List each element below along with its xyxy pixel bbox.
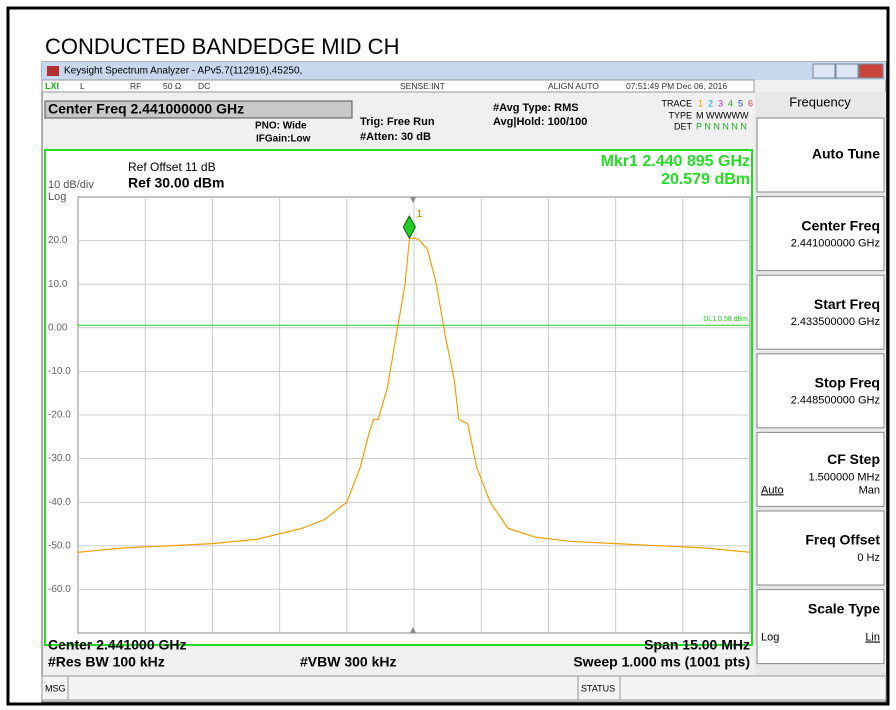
display-line-label: DL1 0.58 dBm bbox=[703, 316, 748, 323]
page-title: CONDUCTED BANDEDGE MID CH bbox=[45, 34, 399, 59]
atten: #Atten: 30 dB bbox=[360, 131, 431, 143]
softkey-label: Center Freq bbox=[801, 217, 880, 233]
status-item: L bbox=[80, 81, 85, 91]
softkey[interactable] bbox=[756, 274, 885, 350]
softkey[interactable] bbox=[756, 117, 885, 193]
minimize-button[interactable] bbox=[812, 63, 836, 79]
title-bar bbox=[42, 62, 886, 80]
avg-hold: Avg|Hold: 100/100 bbox=[493, 116, 587, 128]
trace-number: 1 bbox=[698, 98, 703, 108]
softkey-option: Log bbox=[761, 632, 779, 644]
footer-rbw: #Res BW 100 kHz bbox=[48, 654, 165, 670]
softkey-value: 2.441000000 GHz bbox=[791, 238, 880, 250]
status-item: ALIGN AUTO bbox=[548, 81, 599, 91]
bottom-center-marker bbox=[410, 627, 416, 633]
softkey-value: 0 Hz bbox=[857, 552, 880, 564]
softkey-label: Freq Offset bbox=[805, 532, 880, 548]
pno: PNO: Wide bbox=[255, 121, 307, 132]
close-button[interactable] bbox=[858, 63, 884, 79]
status-item: LXI bbox=[45, 81, 59, 91]
ref-offset: Ref Offset 11 dB bbox=[128, 160, 216, 174]
status-item: DC bbox=[198, 81, 210, 91]
trace-number: 2 bbox=[708, 98, 713, 108]
softkey-label: Start Freq bbox=[814, 296, 880, 312]
trace-number: 3 bbox=[718, 98, 723, 108]
softkey-value: 2.433500000 GHz bbox=[791, 316, 880, 328]
status-row bbox=[41, 79, 755, 93]
status-item: 50 Ω bbox=[163, 81, 181, 91]
top-center-marker bbox=[410, 197, 416, 203]
softkey[interactable] bbox=[756, 589, 885, 665]
app-icon bbox=[47, 66, 59, 76]
softkey-label: Stop Freq bbox=[815, 375, 880, 391]
footer-center: Center 2.441000 GHz bbox=[48, 637, 187, 653]
status-item: RF bbox=[130, 81, 141, 91]
maximize-button[interactable] bbox=[835, 63, 859, 79]
det-label: DET bbox=[674, 121, 693, 131]
marker bbox=[402, 215, 416, 240]
center-freq: Center Freq 2.441000000 GHz bbox=[48, 101, 244, 117]
softkey-option: Auto bbox=[761, 484, 784, 496]
y-tick-label: -30.0 bbox=[48, 453, 71, 464]
status-item: SENSE:INT bbox=[400, 81, 445, 91]
trace-label: TRACE bbox=[661, 98, 692, 108]
softkey-label: Scale Type bbox=[808, 600, 880, 616]
det-value: P N N N N N bbox=[696, 121, 747, 131]
softkey-option: Man bbox=[859, 484, 880, 496]
footer-sweep: Sweep 1.000 ms (1001 pts) bbox=[573, 654, 750, 670]
marker-freq: Mkr1 2.440 895 GHz bbox=[601, 153, 750, 170]
type-value: M WWWWW bbox=[696, 110, 749, 120]
softkey-label: Auto Tune bbox=[812, 146, 880, 162]
softkey-option: Lin bbox=[865, 632, 880, 644]
status: STATUS bbox=[581, 683, 615, 693]
ifgain: IFGain:Low bbox=[256, 134, 311, 145]
status-item: 07:51:49 PM Dec 06, 2016 bbox=[626, 81, 727, 91]
footer-vbw: #VBW 300 kHz bbox=[300, 654, 396, 670]
y-tick-label: -40.0 bbox=[48, 497, 71, 508]
type-label: TYPE bbox=[668, 110, 692, 120]
ref-level: Ref 30.00 dBm bbox=[128, 175, 224, 191]
y-tick-label: -20.0 bbox=[48, 410, 71, 421]
marker-level: 20.579 dBm bbox=[661, 171, 750, 188]
y-tick-label: 10.0 bbox=[48, 279, 68, 290]
softkey-value: 2.448500000 GHz bbox=[791, 395, 880, 407]
softkey[interactable] bbox=[756, 431, 885, 507]
softkey[interactable] bbox=[756, 510, 885, 586]
scale-type: Log bbox=[48, 191, 66, 203]
window-title: Keysight Spectrum Analyzer - APv5.7(1129… bbox=[64, 66, 302, 77]
trig: Trig: Free Run bbox=[360, 116, 435, 128]
trace-number: 4 bbox=[728, 98, 733, 108]
status-bar bbox=[41, 675, 887, 701]
plot-frame bbox=[44, 149, 753, 646]
softkey[interactable] bbox=[756, 196, 885, 272]
y-tick-label: -50.0 bbox=[48, 540, 71, 551]
marker-label: 1 bbox=[416, 208, 422, 220]
trace-number: 6 bbox=[748, 98, 753, 108]
softkey[interactable] bbox=[756, 353, 885, 429]
softkey-header: Frequency bbox=[789, 94, 851, 109]
y-tick-label: 0.00 bbox=[48, 322, 68, 333]
avg-type: #Avg Type: RMS bbox=[493, 102, 579, 114]
footer-span: Span 15.00 MHz bbox=[644, 637, 750, 653]
msg: MSG bbox=[45, 683, 66, 693]
softkey-value: 1.500000 MHz bbox=[808, 471, 880, 483]
y-tick-label: 20.0 bbox=[48, 235, 68, 246]
scale: 10 dB/div bbox=[48, 179, 94, 191]
y-tick-label: -10.0 bbox=[48, 366, 71, 377]
trace-number: 5 bbox=[738, 98, 743, 108]
center-freq-box[interactable] bbox=[44, 100, 353, 119]
y-tick-label: -60.0 bbox=[48, 584, 71, 595]
trace bbox=[77, 237, 751, 553]
softkey-label: CF Step bbox=[827, 451, 880, 467]
